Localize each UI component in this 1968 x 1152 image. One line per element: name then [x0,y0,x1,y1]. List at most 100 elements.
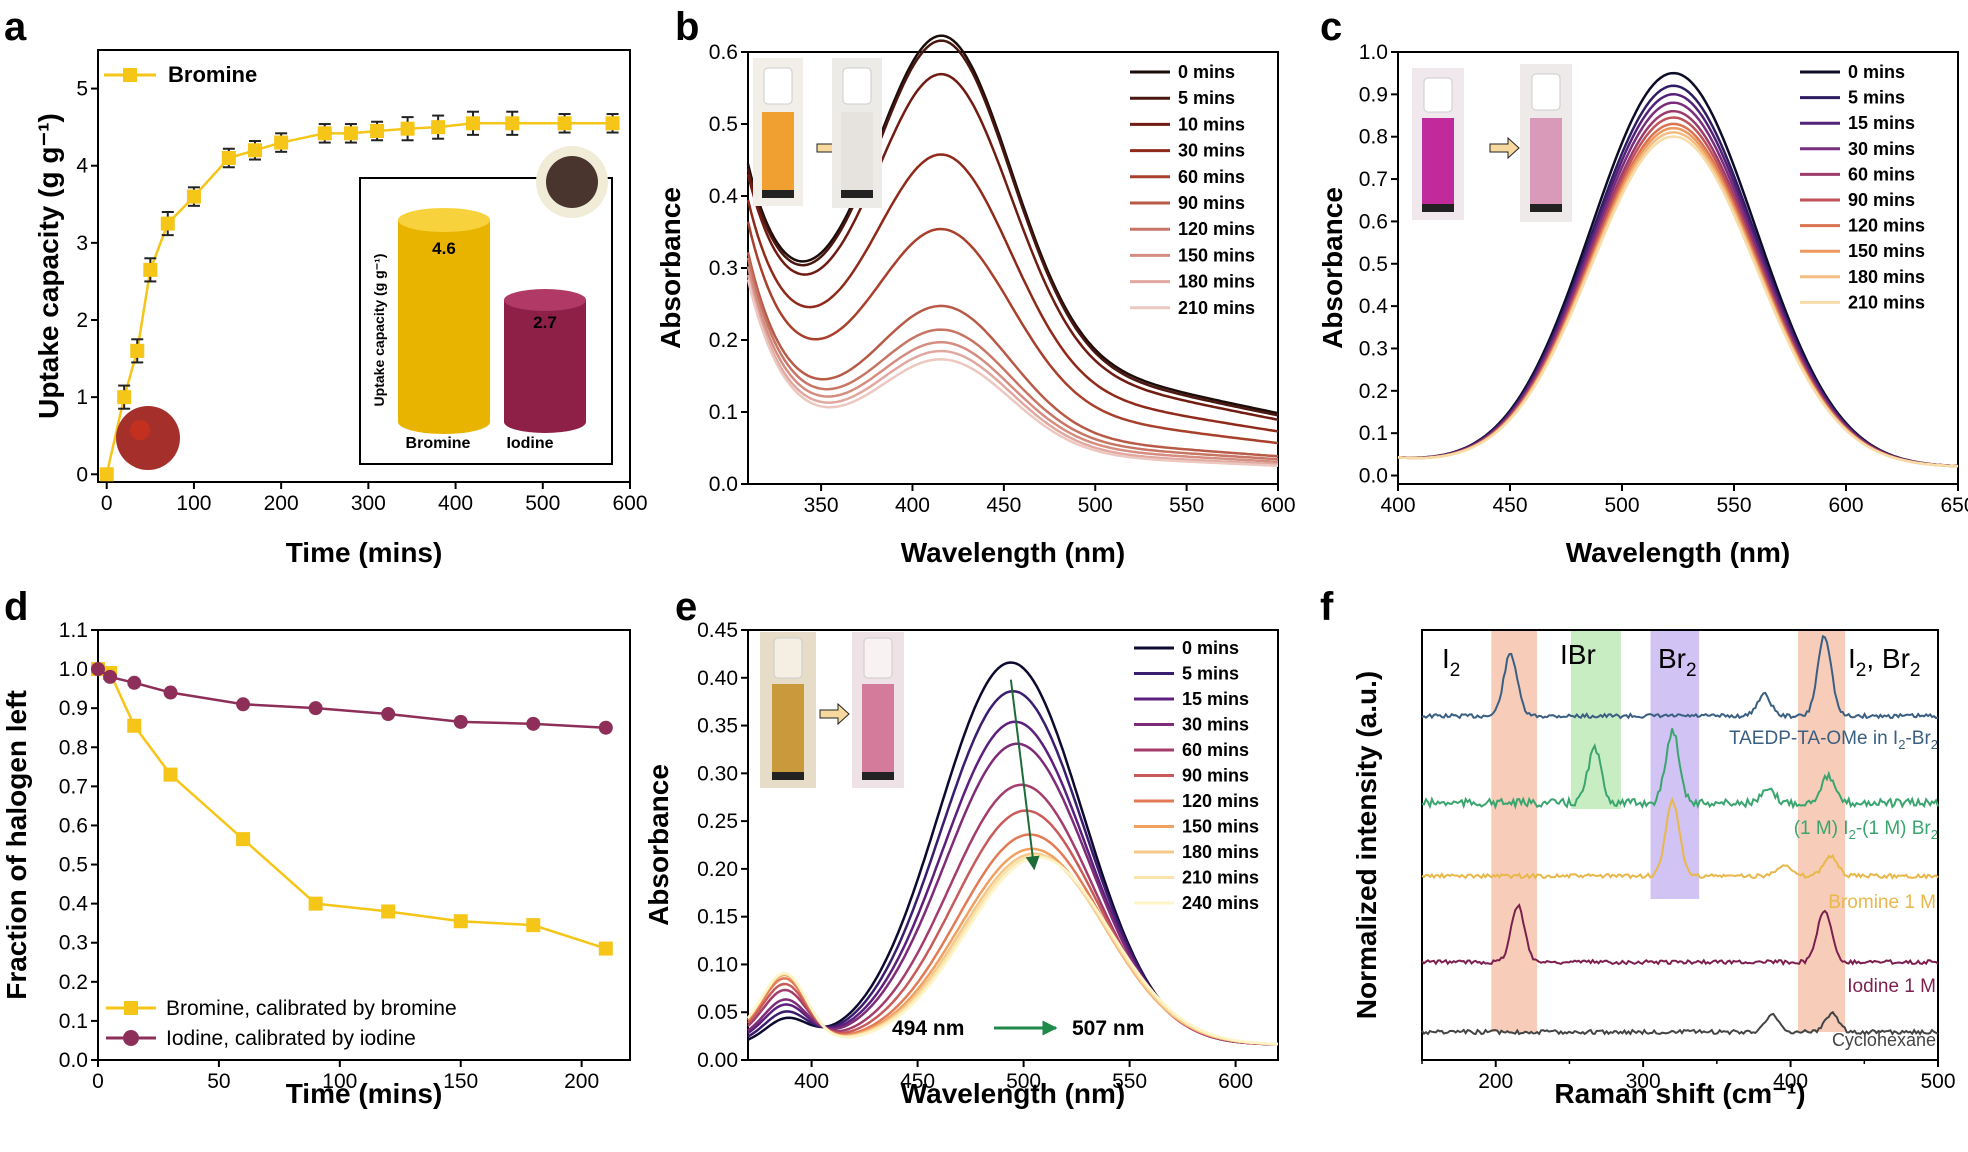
y-axis-label-f: Normalized intensity (a.u.) [1351,671,1382,1020]
x-tick-label-a-6: 600 [612,492,647,515]
x-tick-label-b-2: 450 [986,494,1021,517]
y-tick-label-d-8: 0.8 [59,736,88,759]
y-tick-label-e-1: 0.05 [697,1001,738,1024]
y-tick-label-e-6: 0.30 [697,762,738,785]
data-point-a-4 [160,216,175,231]
x-tick-label-d-1: 50 [207,1070,230,1093]
data-point-a-6 [221,151,236,165]
x-tick-label-a-4: 400 [438,492,473,515]
x-tick-label-a-1: 100 [176,492,211,515]
x-tick-label-e-1: 450 [900,1070,935,1093]
legend-label-iodine-d: Iodine, calibrated by iodine [166,1027,416,1050]
x-tick-label-c-4: 600 [1828,494,1863,517]
shift-to-label: 507 nm [1072,1017,1144,1040]
x-axis-label-b: Wavelength (nm) [901,537,1126,568]
y-tick-label-d-0: 0.0 [59,1049,88,1072]
bromine-series-a [99,110,620,482]
data-point-d-iodine-9 [598,720,613,735]
inset-y-axis-label: Uptake capacity (g g⁻¹) [371,254,387,407]
y-tick-label-e-3: 0.15 [697,906,738,929]
data-point-d-bromine-7 [453,914,468,929]
legend-e-label-8: 180 mins [1182,842,1259,862]
y-tick-label-b-0: 0.0 [709,473,738,496]
legend-c-label-0: 0 mins [1848,62,1905,82]
legend-b-label-9: 210 mins [1178,298,1255,318]
data-point-a-17 [605,116,620,131]
y-tick-label-e-2: 0.10 [697,953,738,976]
axis-ticks-f: 200 300 400 500 [1421,1060,1956,1093]
panel-f: 200 300 400 500 Raman shift (cm⁻¹) Normaliz… [1351,629,1956,1109]
legend-e-label-9: 210 mins [1182,868,1259,888]
legend-c: 0 mins 5 mins 15 mins 30 mins 60 mins 90 mins… [1800,62,1925,312]
y-tick-label-e-7: 0.35 [697,715,738,738]
spectrum-b-6 [746,257,1279,461]
raman-traces-f [1421,634,1939,1036]
y-tick-label-d-3: 0.3 [59,932,88,955]
axis-ticks-a: 0 100 200 300 400 500 600 0 1 2 3 4 5 [76,78,647,515]
highlight-bands-f [1491,629,1846,1032]
y-tick-label-d-7: 0.7 [59,775,88,798]
band-0 [1491,630,1537,1032]
panel-letter-e: e [675,585,697,629]
inset-bar-label-bromine: Bromine [406,435,471,452]
x-tick-label-a-5: 500 [525,492,560,515]
data-point-d-iodine-1 [103,669,118,684]
spectra-e [747,661,1279,1046]
legend-e-label-10: 240 mins [1182,893,1259,913]
vial-before-b [753,58,803,206]
legend-e-label-1: 5 mins [1182,664,1239,684]
x-tick-label-c-0: 400 [1380,494,1415,517]
shift-from-label: 494 nm [892,1017,964,1040]
x-tick-label-d-0: 0 [92,1070,104,1093]
data-point-a-1 [117,390,132,405]
plot-frame-f [1421,629,1939,1061]
spectrum-b-0 [746,34,1279,415]
plot-frame-c [1397,51,1959,485]
x-axis-label-d: Time (mins) [286,1078,443,1109]
spectrum-b-1 [746,39,1279,417]
legend-c-label-2: 15 mins [1848,113,1915,133]
x-tick-label-f-1: 300 [1626,1070,1661,1093]
legend-marker-a [123,68,137,82]
raman-trace-3 [1421,903,1939,966]
panel-letter-f: f [1320,585,1334,629]
y-tick-label-d-1: 0.1 [59,1010,88,1033]
trace-label-cyclohexane: Cyclohexane [1832,1030,1936,1050]
data-point-d-iodine-4 [236,697,251,712]
legend-c-label-1: 5 mins [1848,88,1905,108]
x-tick-label-c-2: 500 [1604,494,1639,517]
panel-letter-c: c [1320,5,1342,49]
y-tick-label-a-5: 5 [76,78,88,101]
vial-after-b [832,58,882,208]
x-tick-label-e-0: 400 [794,1070,829,1093]
data-point-a-7 [247,143,262,158]
data-point-a-9 [317,126,332,141]
data-point-a-12 [400,121,415,136]
y-tick-label-d-10: 1.0 [59,658,88,681]
legend-b-label-1: 5 mins [1178,88,1235,108]
y-tick-label-b-5: 0.5 [709,113,738,136]
x-tick-label-d-4: 200 [564,1070,599,1093]
axis-ticks-d: 0 50 100 150 200 0.0 0.1 0.2 0.3 0.4 0.5 0.6 0.7 0.8 0… [59,619,599,1093]
legend-b-label-3: 30 mins [1178,141,1245,161]
data-point-a-14 [466,116,481,131]
y-tick-label-a-0: 0 [76,463,88,486]
plot-frame-d [97,629,631,1061]
legend-c-label-7: 150 mins [1848,241,1925,261]
y-tick-label-d-11: 1.1 [59,619,88,642]
trace-label-iodine: Iodine 1 M [1847,976,1936,997]
legend-e-label-3: 30 mins [1182,715,1249,735]
x-tick-label-c-3: 550 [1716,494,1751,517]
panel-letter-d: d [4,585,28,629]
trace-label-mix: (1 M) I2-(1 M) Br2 [1794,818,1938,842]
plot-frame-e [747,629,1279,1061]
band-2 [1650,629,1700,899]
y-tick-label-d-5: 0.5 [59,854,88,877]
y-tick-label-d-6: 0.6 [59,814,88,837]
band-label-ibr: IBr [1560,639,1596,670]
y-tick-label-e-5: 0.25 [697,810,738,833]
x-axis-label-c: Wavelength (nm) [1566,537,1791,568]
legend-e: 0 mins 5 mins 15 mins 30 mins 60 mins 90 mins… [1134,638,1259,913]
y-tick-label-b-3: 0.3 [709,257,738,280]
legend-label-bromine-d: Bromine, calibrated by bromine [166,997,457,1020]
